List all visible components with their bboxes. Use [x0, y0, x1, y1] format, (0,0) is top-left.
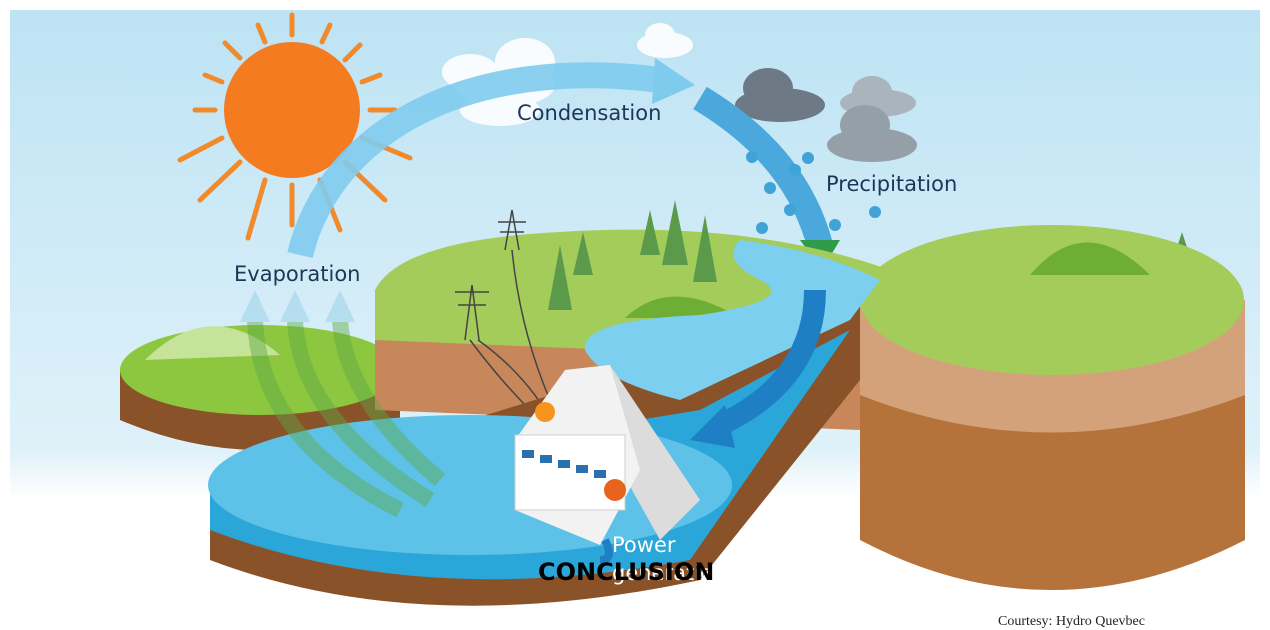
clouds-part-part — [743, 68, 793, 108]
evaporation-arrows-part — [280, 290, 310, 322]
right-land-part — [1030, 242, 1150, 275]
flow-arrow-part — [715, 289, 826, 435]
clouds-part — [735, 68, 825, 122]
cycle-arrow-part — [652, 58, 695, 104]
sun-part — [255, 22, 268, 45]
sun — [177, 12, 413, 241]
dam-part — [535, 402, 555, 422]
trees-part — [662, 200, 688, 265]
clouds-part-part — [645, 23, 675, 47]
evaporation-arrows-part — [287, 319, 435, 507]
rain-drops-part — [789, 164, 801, 176]
power-towers-part — [455, 284, 489, 341]
sun-part — [319, 22, 333, 45]
sun-part — [177, 135, 225, 163]
power-generation-label: Power — [612, 533, 676, 557]
evaporation-arrows-part — [247, 319, 404, 518]
rain-drops-part — [829, 219, 841, 231]
sun-part — [359, 72, 383, 85]
trees-part — [548, 245, 572, 310]
precipitation-label: Precipitation — [826, 172, 957, 196]
sun-part — [197, 159, 243, 203]
dam-part — [604, 479, 626, 501]
trees-part — [693, 215, 717, 282]
dam-part — [522, 450, 606, 478]
dam-part-part — [522, 450, 534, 458]
cycle-arrow-part — [287, 62, 662, 259]
right-land-part — [860, 225, 1244, 375]
dam-part — [599, 538, 613, 564]
sun-part — [342, 42, 363, 63]
rain-drops-part — [802, 152, 814, 164]
bottom-margin — [0, 600, 1270, 630]
evaporation-arrows-part — [325, 290, 355, 322]
trees-part — [573, 232, 593, 275]
lake-river-part — [584, 240, 880, 400]
power-generation-label: generation — [612, 561, 726, 585]
evaporation-arrows-part — [332, 319, 446, 487]
rain-drops-part — [764, 182, 776, 194]
condensation-label: Condensation — [517, 101, 661, 125]
evaporation-arrows — [240, 290, 446, 518]
credit: Courtesy: Hydro Quevbec — [998, 614, 1145, 629]
trees-part — [640, 210, 660, 255]
power-towers-part — [498, 209, 526, 251]
rain-drops-part — [784, 204, 796, 216]
dam — [514, 365, 700, 564]
dam-part-part — [594, 470, 606, 478]
middle-land-part — [625, 296, 740, 318]
rain-drops-part — [869, 206, 881, 218]
dam-part — [514, 434, 626, 511]
clouds — [442, 23, 917, 162]
dam-part-part — [576, 465, 588, 473]
clouds-part — [827, 105, 917, 162]
dam-part-part — [540, 455, 552, 463]
sun-part — [245, 177, 268, 241]
cycle-arrow-part — [693, 86, 833, 249]
clouds-part-part — [840, 105, 890, 145]
clouds-part-part — [852, 76, 892, 108]
rain-drops-part — [746, 151, 758, 163]
right-land — [860, 225, 1245, 590]
evaporation-arrows-part — [240, 290, 270, 322]
overlay-heading: CONCLUSION — [538, 558, 714, 586]
sun-part — [224, 42, 360, 178]
flow-arrow-part — [690, 405, 735, 448]
rain-drops-part — [756, 222, 768, 234]
dam-part-part — [558, 460, 570, 468]
flow-arrow — [690, 289, 826, 448]
left-land — [120, 325, 400, 450]
left-land-part — [145, 326, 280, 360]
sun-part — [222, 40, 243, 61]
evaporation-label: Evaporation — [234, 262, 360, 286]
sun-part — [202, 72, 225, 85]
